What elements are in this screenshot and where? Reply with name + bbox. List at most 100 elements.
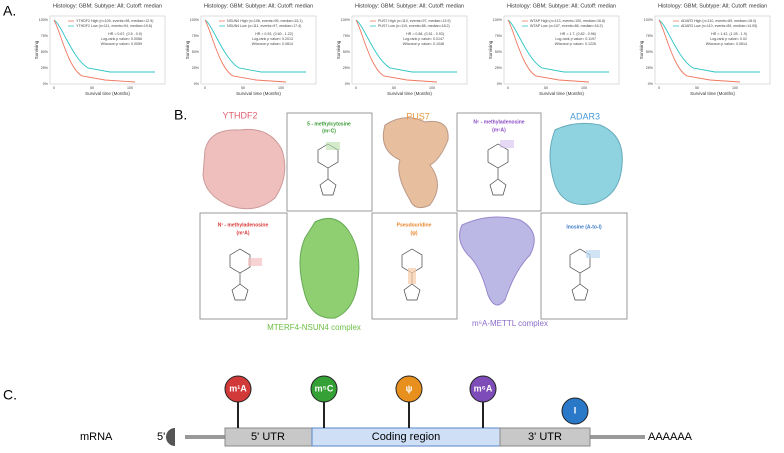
x-axis-label: Survival time (Months) xyxy=(387,91,432,96)
pin-head xyxy=(395,375,423,403)
legend-entry: NSUN4 High (n=108, events=95, median=15.… xyxy=(227,19,303,23)
pin-head xyxy=(561,397,589,425)
protein-label: ADAR3 xyxy=(570,111,600,121)
pin-label: ψ xyxy=(406,383,413,393)
stat-line: Log-rank p value= 0.02 xyxy=(710,37,747,41)
y-axis-label: Surviving xyxy=(336,40,341,59)
y-tick-label: 50% xyxy=(343,50,351,54)
legend-entry: NSUN4 Low (n=111, events=97, median=17.4… xyxy=(227,24,301,28)
curve-low xyxy=(53,19,155,73)
x-tick-label: 100 xyxy=(429,86,435,90)
stat-line: Log-rank p value= 0.2013 xyxy=(252,37,293,41)
y-tick-label: 50% xyxy=(495,50,503,54)
y-tick-label: 25% xyxy=(646,66,654,70)
y-tick-label: 75% xyxy=(495,34,503,38)
x-tick-label: 100 xyxy=(732,86,738,90)
protein-pus7 xyxy=(382,117,449,209)
curve-low xyxy=(204,19,306,73)
km-plots: Histology: GBM; Subtype: All; Cutoff: me… xyxy=(34,3,771,96)
x-tick-label: 100 xyxy=(278,86,284,90)
mrna-label: mRNA xyxy=(80,431,113,443)
y-tick-label: 75% xyxy=(646,34,654,38)
stat-line: HR = 0.67, (0.5 - 0.9) xyxy=(108,32,142,36)
x-axis-label: Survival time (Months) xyxy=(539,91,584,96)
plot-title: Histology: GBM; Subtype: All; Cutoff: me… xyxy=(507,3,616,9)
panel-c: mRNA 5' 5' UTR Coding region 3' UTR AAAA… xyxy=(80,375,693,447)
y-tick-label: 100% xyxy=(341,18,351,22)
pin-label: m¹A xyxy=(229,383,247,393)
x-axis-label: Survival time (Months) xyxy=(85,91,130,96)
mod-label: (m⁵C) xyxy=(322,128,336,134)
x-tick-label: 0 xyxy=(204,86,206,90)
plot-frame xyxy=(200,15,317,85)
curve-low xyxy=(507,19,609,73)
x-tick-label: 0 xyxy=(53,86,55,90)
y-tick-label: 75% xyxy=(41,34,49,38)
legend-entry: PUS7 High (n=110, events=97, median=13.9… xyxy=(378,19,451,23)
legend-entry: YTHDF2 High (n=109, events=98, median=12… xyxy=(76,19,153,23)
protein-label: YTHDF2 xyxy=(222,110,257,120)
y-tick-label: 0% xyxy=(648,82,654,86)
y-tick-label: 25% xyxy=(41,66,49,70)
protein-mettl xyxy=(459,216,535,306)
y-tick-label: 50% xyxy=(192,50,200,54)
mod-label: (m¹A) xyxy=(236,230,249,236)
stat-line: HR = 1.7, (0.82 - 0.96) xyxy=(560,32,596,36)
y-tick-label: 25% xyxy=(192,66,200,70)
protein-label: PUS7 xyxy=(406,111,430,121)
protein-label: MTERF4-NSUN4 complex xyxy=(267,323,361,332)
x-tick-label: 0 xyxy=(658,86,660,90)
mod-label: (ψ) xyxy=(410,230,417,236)
highlight xyxy=(586,250,600,258)
y-tick-label: 75% xyxy=(343,34,351,38)
y-tick-label: 75% xyxy=(192,34,200,38)
highlight xyxy=(408,268,416,284)
y-tick-label: 100% xyxy=(190,18,200,22)
mod-label: N¹ - methyladenosine xyxy=(218,222,269,228)
mod-label: 5 - methylcytosine xyxy=(307,121,351,127)
plot-frame xyxy=(654,15,771,85)
y-tick-label: 25% xyxy=(495,66,503,70)
region-label: Coding region xyxy=(372,431,441,443)
stat-line: Wilcoxon p value= 0.0814 xyxy=(252,42,293,46)
curve-low xyxy=(658,19,760,73)
y-axis-label: Surviving xyxy=(488,40,493,59)
y-tick-label: 0% xyxy=(497,82,503,86)
five-prime: 5' xyxy=(157,431,165,443)
x-tick-label: 50 xyxy=(392,86,396,90)
x-tick-label: 100 xyxy=(581,86,587,90)
y-tick-label: 50% xyxy=(646,50,654,54)
stat-line: Wilcoxon p value= 0.0059 xyxy=(101,42,142,46)
y-tick-label: 0% xyxy=(194,82,200,86)
x-tick-label: 50 xyxy=(544,86,548,90)
stat-line: Log-rank p value= 0.1197 xyxy=(555,37,596,41)
curve-low xyxy=(355,19,457,73)
stat-line: HR = 1.42, (1.05 - 1.9) xyxy=(711,32,747,36)
x-tick-label: 0 xyxy=(507,86,509,90)
y-axis-label: Surviving xyxy=(185,40,190,59)
protein-ythdf2 xyxy=(202,128,286,210)
stat-line: Wilcoxon p value= 0.1048 xyxy=(403,42,444,46)
x-tick-label: 50 xyxy=(90,86,94,90)
mod-label: Pseudouridine xyxy=(397,222,432,228)
x-tick-label: 50 xyxy=(695,86,699,90)
mod-label: (m⁶A) xyxy=(492,127,506,133)
legend-entry: PUS7 Low (n=119, events=88, median=18.2) xyxy=(378,24,450,28)
y-tick-label: 25% xyxy=(343,66,351,70)
mod-label: Inosine (A-to-I) xyxy=(566,224,602,230)
stat-line: HR = 0.68, (0.51 - 0.93) xyxy=(406,32,444,36)
panel-b: YTHDF2 PUS7 ADAR3 MTERF4-NSUN4 complex m… xyxy=(199,110,628,332)
y-tick-label: 100% xyxy=(493,18,503,22)
pin-head xyxy=(310,375,338,403)
poly-a: AAAAAA xyxy=(648,431,693,443)
cap xyxy=(167,428,175,446)
box xyxy=(199,212,288,320)
x-axis-label: Survival time (Months) xyxy=(236,91,281,96)
y-tick-label: 100% xyxy=(39,18,49,22)
y-tick-label: 50% xyxy=(41,50,49,54)
pin-head xyxy=(224,375,252,403)
utr3 xyxy=(499,427,591,447)
plot-title: Histology: GBM; Subtype: All; Cutoff: me… xyxy=(355,3,464,9)
pins: m¹A m⁵C ψ m⁶A I xyxy=(224,375,589,428)
